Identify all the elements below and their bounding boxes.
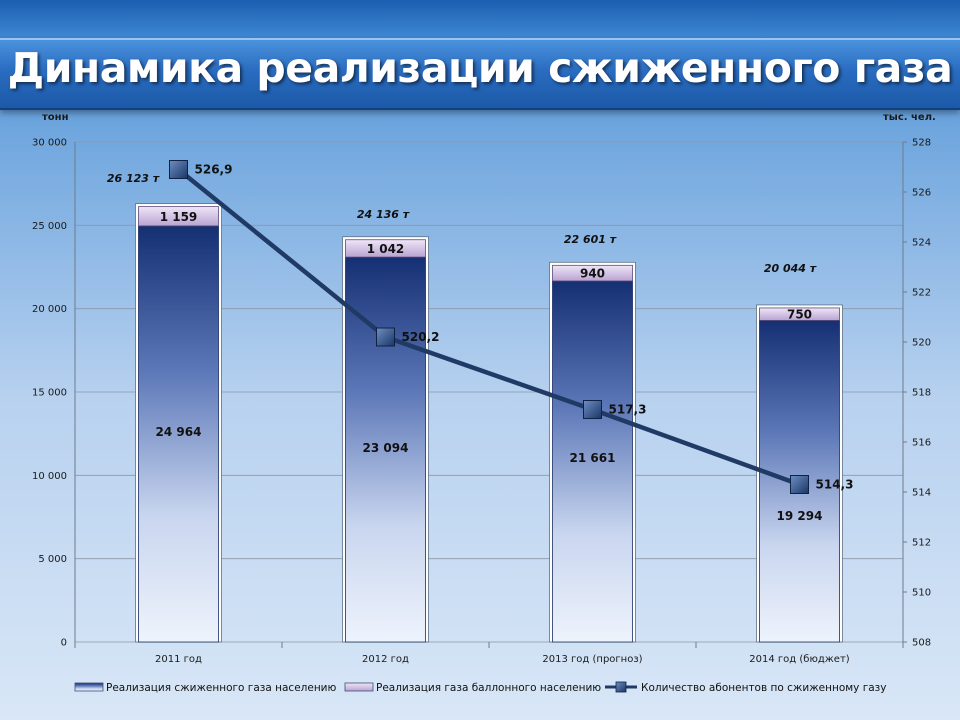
bar-bottled-label: 1 042 <box>367 242 405 256</box>
subscribers-marker <box>790 475 809 494</box>
title-bar <box>0 38 960 110</box>
left-tick-label: 20 000 <box>32 304 67 315</box>
subscribers-marker <box>376 327 395 347</box>
bar-bottled <box>138 206 219 227</box>
subscribers-line <box>169 160 809 494</box>
legend: Реализация сжиженного газа населению Реал… <box>74 681 886 694</box>
subscribers-label: 514,3 <box>816 478 854 492</box>
x-tick-label: 2014 год (бюджет) <box>749 654 849 665</box>
subscribers-label: 526,9 <box>195 163 233 177</box>
right-tick-label: 522 <box>912 288 931 299</box>
left-axis-unit: тонн <box>42 112 69 123</box>
legend-label: Количество абонентов по сжиженному газу <box>641 682 886 694</box>
bar-population <box>138 225 219 643</box>
right-tick-label: 512 <box>912 538 931 549</box>
left-tick-label: 15 000 <box>32 388 67 399</box>
legend-label: Реализация сжиженного газа населению <box>106 682 337 694</box>
bar-population <box>552 280 633 643</box>
legend-swatch <box>74 682 104 692</box>
legend-label: Реализация газа баллонного населению <box>376 682 601 694</box>
left-tick-label: 10 000 <box>32 471 67 482</box>
legend-marker-swatch <box>615 681 627 693</box>
total-label: 26 123 т <box>107 172 160 185</box>
bars <box>135 203 843 643</box>
bar-bottled-label: 1 159 <box>160 210 198 224</box>
right-tick-label: 520 <box>912 338 931 349</box>
left-tick-label: 0 <box>61 638 67 649</box>
x-tick-label: 2012 год <box>362 654 409 665</box>
subscribers-label: 520,2 <box>402 330 440 344</box>
right-tick-label: 516 <box>912 438 931 449</box>
left-tick-label: 5 000 <box>38 554 67 565</box>
axes: тонн тыс. чел. 0 5 000 10 000 15 000 20 000 2… <box>32 112 936 665</box>
x-tick-label: 2011 год <box>155 654 202 665</box>
subscribers-marker <box>169 160 188 179</box>
right-tick-label: 510 <box>912 588 931 599</box>
data-labels: 24 964 1 159 23 094 1 042 21 661 940 19 294 750… <box>107 163 854 524</box>
right-tick-label: 524 <box>912 238 931 249</box>
subscribers-label: 517,3 <box>609 403 647 417</box>
right-tick-label: 508 <box>912 638 931 649</box>
x-tick-label: 2013 год (прогноз) <box>542 654 642 665</box>
legend-swatch <box>344 682 374 692</box>
top-band <box>0 0 960 36</box>
total-label: 20 044 т <box>764 262 817 275</box>
bar-population-label: 24 964 <box>156 425 202 439</box>
bar-bottled-label: 940 <box>580 267 605 281</box>
slide-title: Динамика реализации сжиженного газа <box>7 44 953 92</box>
bar-population-label: 23 094 <box>363 441 409 455</box>
bar-population-label: 19 294 <box>777 509 823 523</box>
total-label: 24 136 т <box>357 208 410 221</box>
bar-population <box>345 256 426 643</box>
bar-population-label: 21 661 <box>570 451 616 465</box>
right-tick-label: 528 <box>912 138 931 149</box>
total-label: 22 601 т <box>564 233 617 246</box>
subscribers-line-path <box>177 167 801 487</box>
left-tick-label: 25 000 <box>32 221 67 232</box>
subscribers-marker <box>583 400 602 419</box>
right-axis-unit: тыс. чел. <box>883 112 936 123</box>
bar-bottled <box>345 239 426 258</box>
bar-bottled-label: 750 <box>787 308 812 322</box>
right-tick-label: 514 <box>912 488 931 499</box>
bar-bottled <box>552 264 633 282</box>
left-tick-label: 30 000 <box>32 138 67 149</box>
bar-bottled <box>759 307 840 321</box>
right-tick-label: 526 <box>912 188 931 199</box>
right-tick-label: 518 <box>912 388 931 399</box>
